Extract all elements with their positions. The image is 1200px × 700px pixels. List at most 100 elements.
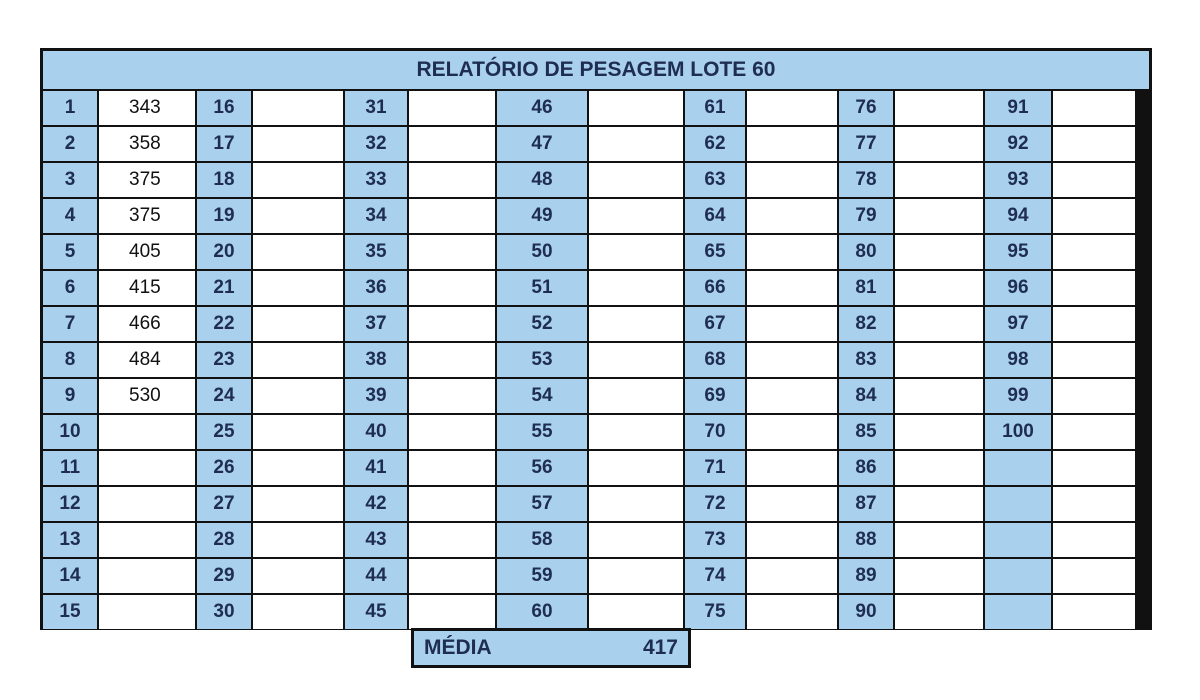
weight-value-cell: [409, 379, 495, 413]
weight-value-cell: [409, 271, 495, 305]
weight-value-cell: [253, 595, 343, 629]
weight-value-cell: [895, 451, 983, 485]
weight-value-cell: [409, 487, 495, 521]
weight-index-cell: 98: [985, 343, 1051, 377]
weight-index-cell: 4: [43, 199, 97, 233]
weight-index-cell: 3: [43, 163, 97, 197]
weight-value-cell: [409, 559, 495, 593]
weight-value-cell: [589, 271, 683, 305]
weight-value-cell: [589, 559, 683, 593]
weight-index-cell: 73: [685, 523, 745, 557]
weight-index-cell: 42: [345, 487, 407, 521]
weight-index-cell: [985, 451, 1051, 485]
weight-index-cell: 20: [197, 235, 251, 269]
weight-value-cell: [589, 379, 683, 413]
weight-index-cell: 96: [985, 271, 1051, 305]
weight-value-cell: [747, 127, 837, 161]
weight-index-cell: 99: [985, 379, 1051, 413]
weight-index-cell: 63: [685, 163, 745, 197]
weight-value-cell: [253, 487, 343, 521]
weight-index-cell: 11: [43, 451, 97, 485]
weight-index-cell: 19: [197, 199, 251, 233]
weight-value-cell: 466: [99, 307, 195, 341]
weight-index-cell: 61: [685, 91, 745, 125]
weight-index-cell: 53: [497, 343, 587, 377]
weight-value-cell: [409, 451, 495, 485]
weight-index-cell: 10: [43, 415, 97, 449]
weight-value-cell: [589, 487, 683, 521]
weight-value-cell: [1053, 307, 1135, 341]
weight-value-cell: [589, 127, 683, 161]
weight-index-cell: 1: [43, 91, 97, 125]
weight-index-cell: 35: [345, 235, 407, 269]
weight-value-cell: [589, 163, 683, 197]
weight-value-cell: [895, 91, 983, 125]
weight-value-cell: [895, 559, 983, 593]
weight-value-cell: [1053, 415, 1135, 449]
weight-value-cell: [895, 343, 983, 377]
weight-value-cell: 405: [99, 235, 195, 269]
weight-index-cell: 100: [985, 415, 1051, 449]
weight-value-cell: [747, 379, 837, 413]
weight-index-cell: 86: [839, 451, 893, 485]
weight-value-cell: [409, 199, 495, 233]
weighing-report-table: RELATÓRIO DE PESAGEM LOTE 60 1 343 2 358 3 37…: [40, 48, 1152, 630]
weight-value-cell: [99, 415, 195, 449]
weight-value-cell: [747, 523, 837, 557]
weight-index-cell: 40: [345, 415, 407, 449]
weight-index-cell: 87: [839, 487, 893, 521]
weight-value-cell: [747, 451, 837, 485]
average-box: MÉDIA 417: [411, 628, 691, 668]
weight-value-cell: [409, 307, 495, 341]
weight-value-cell: [1053, 559, 1135, 593]
weight-value-cell: [409, 163, 495, 197]
weight-value-cell: [747, 91, 837, 125]
weight-index-cell: 31: [345, 91, 407, 125]
weight-value-cell: [253, 379, 343, 413]
weight-value-cell: [747, 199, 837, 233]
weight-index-cell: 66: [685, 271, 745, 305]
weight-index-cell: 54: [497, 379, 587, 413]
weight-index-cell: 29: [197, 559, 251, 593]
weight-value-cell: [895, 307, 983, 341]
weight-value-cell: [895, 415, 983, 449]
weight-value-cell: [895, 523, 983, 557]
weight-value-cell: [99, 487, 195, 521]
weights-grid: 1 343 2 358 3 375 4 375 5 405 6 415 7 466 8 484 9 530 10 11…: [43, 91, 1149, 629]
weight-value-cell: [409, 127, 495, 161]
weight-value-cell: [409, 523, 495, 557]
weight-index-cell: 70: [685, 415, 745, 449]
weight-index-cell: 80: [839, 235, 893, 269]
weight-value-cell: [253, 559, 343, 593]
weight-index-cell: [985, 559, 1051, 593]
weight-index-cell: 15: [43, 595, 97, 629]
weight-value-cell: [895, 235, 983, 269]
weight-index-cell: 93: [985, 163, 1051, 197]
weight-index-cell: 21: [197, 271, 251, 305]
weight-value-cell: 375: [99, 199, 195, 233]
weight-value-cell: [747, 307, 837, 341]
weight-index-cell: 58: [497, 523, 587, 557]
weight-value-cell: [99, 595, 195, 629]
weight-value-cell: [747, 559, 837, 593]
weight-index-cell: 56: [497, 451, 587, 485]
weight-index-cell: 75: [685, 595, 745, 629]
weight-value-cell: [895, 271, 983, 305]
weight-index-cell: 94: [985, 199, 1051, 233]
weight-value-cell: [589, 523, 683, 557]
weight-index-cell: 52: [497, 307, 587, 341]
weight-index-cell: 76: [839, 91, 893, 125]
weight-index-cell: 13: [43, 523, 97, 557]
weight-value-cell: [99, 559, 195, 593]
weight-index-cell: 55: [497, 415, 587, 449]
weight-index-cell: 47: [497, 127, 587, 161]
weight-value-cell: [747, 271, 837, 305]
report-title: RELATÓRIO DE PESAGEM LOTE 60: [43, 51, 1149, 91]
weight-index-cell: 81: [839, 271, 893, 305]
weight-index-cell: 7: [43, 307, 97, 341]
weight-index-cell: 69: [685, 379, 745, 413]
weight-value-cell: [589, 451, 683, 485]
weight-value-cell: [253, 523, 343, 557]
weight-index-cell: 16: [197, 91, 251, 125]
weight-value-cell: 484: [99, 343, 195, 377]
